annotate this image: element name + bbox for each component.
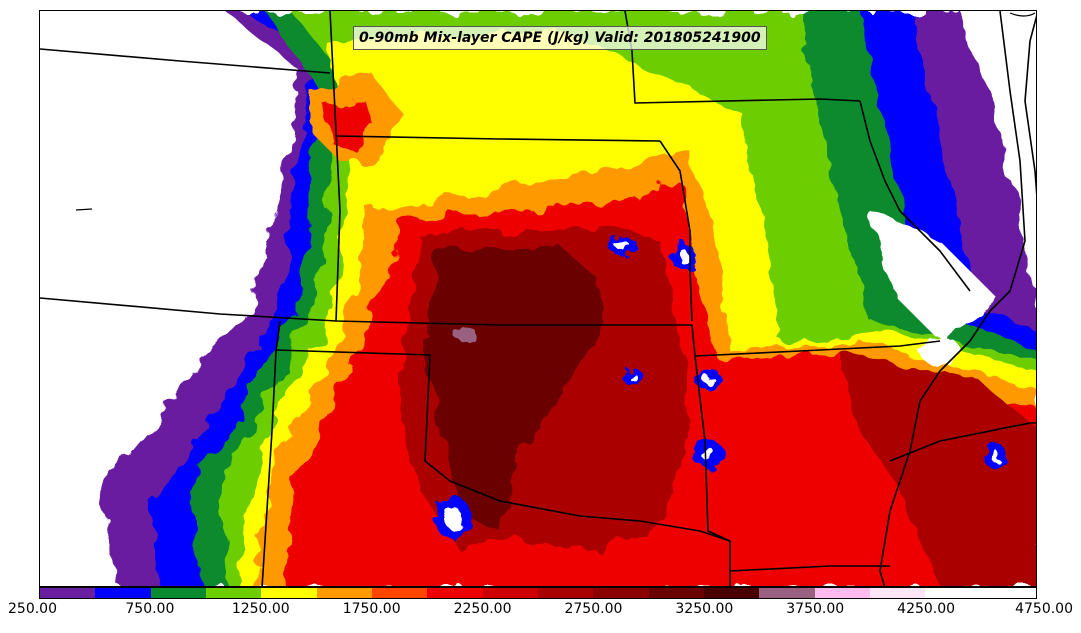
colorbar-segment	[980, 588, 1036, 598]
colorbar-segment	[593, 588, 649, 598]
state-boundaries	[40, 11, 1036, 586]
colorbar-segment	[261, 588, 317, 598]
colorbar-tick-labels: 250.00 750.00 1250.00 1750.00 2250.00 2750.00…	[0, 601, 1081, 625]
map-title: 0-90mb Mix-layer CAPE (J/kg) Valid: 2018…	[353, 26, 767, 50]
colorbar-segment	[537, 588, 594, 598]
colorbar-tick-label: 4250.00	[897, 601, 956, 617]
colorbar-segment	[427, 588, 483, 598]
cape-band-low-east	[870, 211, 1000, 341]
cape-band-3000	[425, 246, 600, 531]
colorbar-segment	[482, 588, 538, 598]
colorbar-tick-label: 3750.00	[786, 601, 845, 617]
colorbar-segment	[703, 588, 760, 598]
colorbar-tick-label: 250.00	[8, 601, 57, 617]
colorbar-tick-label: 3250.00	[675, 601, 734, 617]
colorbar-tick-label: 1750.00	[342, 601, 401, 617]
colorbar-tick-label: 2750.00	[564, 601, 623, 617]
map-panel: 0-90mb Mix-layer CAPE (J/kg) Valid: 2018…	[39, 10, 1037, 587]
colorbar-segment	[150, 588, 206, 598]
colorbar-segment	[316, 588, 372, 598]
lake-outlines	[75, 12, 1036, 211]
colorbar-segment	[95, 588, 151, 598]
colorbar-tick-label: 4750.00	[1015, 601, 1073, 617]
colorbar-segment	[814, 588, 870, 598]
colorbar-tick-label: 1250.00	[231, 601, 290, 617]
colorbar-segment	[205, 588, 262, 598]
cape-band-2500-east	[840, 351, 1036, 586]
colorbar-segment	[925, 588, 981, 598]
colorbar	[39, 587, 1037, 599]
cape-field-map	[40, 11, 1036, 586]
colorbar-tick-label: 2250.00	[453, 601, 512, 617]
colorbar-segment	[648, 588, 704, 598]
colorbar-segment	[40, 588, 96, 598]
colorbar-segment	[371, 588, 428, 598]
colorbar-segment	[869, 588, 926, 598]
cape-contour-fill	[100, 11, 1036, 586]
cape-cells	[435, 235, 1005, 540]
colorbar-tick-label: 750.00	[125, 601, 175, 617]
colorbar-segment	[759, 588, 815, 598]
